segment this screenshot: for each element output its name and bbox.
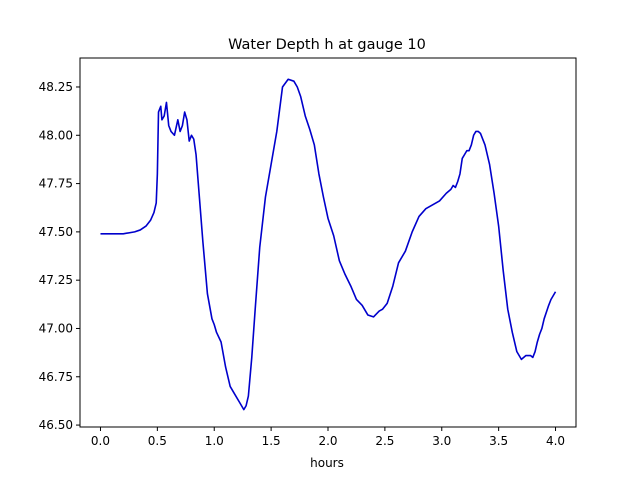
x-tick-label: 0.5 <box>148 434 167 448</box>
x-axis: 0.0 0.5 1.0 1.5 2.0 2.5 3.0 3.5 4.0 <box>91 427 565 448</box>
y-tick-label: 46.75 <box>39 370 73 384</box>
x-tick-label: 1.5 <box>262 434 281 448</box>
y-tick-label: 47.50 <box>39 225 73 239</box>
x-tick-label: 3.5 <box>489 434 508 448</box>
x-axis-label: hours <box>310 456 344 470</box>
y-tick-label: 47.25 <box>39 273 73 287</box>
plot-area <box>79 57 577 428</box>
y-tick-label: 47.00 <box>39 321 73 335</box>
x-tick-label: 1.0 <box>205 434 224 448</box>
y-tick-label: 48.00 <box>39 128 73 142</box>
series-line-0 <box>100 78 557 411</box>
x-tick-label: 0.0 <box>91 434 110 448</box>
y-tick-label: 48.25 <box>39 80 73 94</box>
y-tick-label: 47.75 <box>39 177 73 191</box>
x-tick-label: 2.5 <box>375 434 394 448</box>
x-tick-label: 3.0 <box>432 434 451 448</box>
x-tick-label: 2.0 <box>318 434 337 448</box>
axes-frame <box>79 57 577 428</box>
y-axis: 46.50 46.75 47.00 47.25 47.50 47.75 48.00 48.25 <box>39 80 80 432</box>
chart-title: Water Depth h at gauge 10 <box>228 37 426 53</box>
y-tick-label: 46.50 <box>39 418 73 432</box>
x-tick-label: 4.0 <box>546 434 565 448</box>
